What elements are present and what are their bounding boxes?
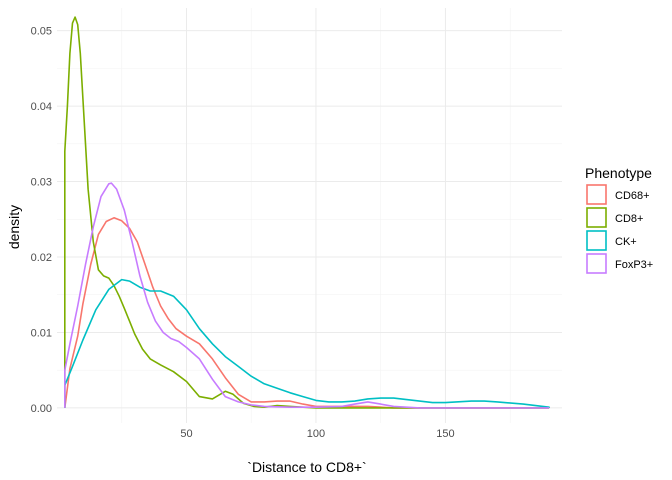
legend-key-ck — [586, 230, 607, 251]
density-line-cd8 — [64, 16, 550, 409]
legend-items: CD68+ CD8+ CK+ FoxP3+ — [586, 184, 653, 274]
x-tick-label: 50 — [180, 428, 192, 440]
x-axis-tick-labels: 50 100 150 — [180, 428, 454, 440]
y-tick-label: 0.05 — [31, 26, 52, 38]
y-tick-label: 0.02 — [31, 252, 52, 264]
y-tick-label: 0.00 — [31, 403, 52, 415]
minor-gridlines — [57, 8, 562, 423]
legend: Phenotype CD68+ CD8+ CK+ FoxP3+ — [585, 165, 653, 274]
x-axis-title: `Distance to CD8+` — [247, 459, 366, 475]
x-tick-label: 100 — [307, 428, 325, 440]
legend-title: Phenotype — [585, 165, 652, 181]
density-lines — [64, 16, 550, 409]
major-gridlines — [57, 8, 562, 423]
density-line-foxp3 — [64, 182, 550, 409]
legend-key-cd8 — [586, 207, 607, 228]
legend-key-foxp3 — [586, 253, 607, 274]
density-line-cd68 — [64, 217, 550, 409]
y-tick-label: 0.03 — [31, 177, 52, 189]
y-axis-tick-labels: 0.00 0.01 0.02 0.03 0.04 0.05 — [31, 26, 52, 415]
x-tick-label: 150 — [436, 428, 454, 440]
density-line-ck — [64, 278, 550, 408]
legend-label-cd68: CD68+ — [615, 190, 650, 202]
legend-label-ck: CK+ — [615, 236, 637, 248]
y-tick-label: 0.01 — [31, 327, 52, 339]
y-axis-title: density — [6, 205, 22, 249]
legend-label-cd8: CD8+ — [615, 213, 643, 225]
legend-label-foxp3: FoxP3+ — [615, 259, 653, 271]
legend-key-cd68 — [586, 184, 607, 205]
y-tick-label: 0.04 — [31, 101, 52, 113]
